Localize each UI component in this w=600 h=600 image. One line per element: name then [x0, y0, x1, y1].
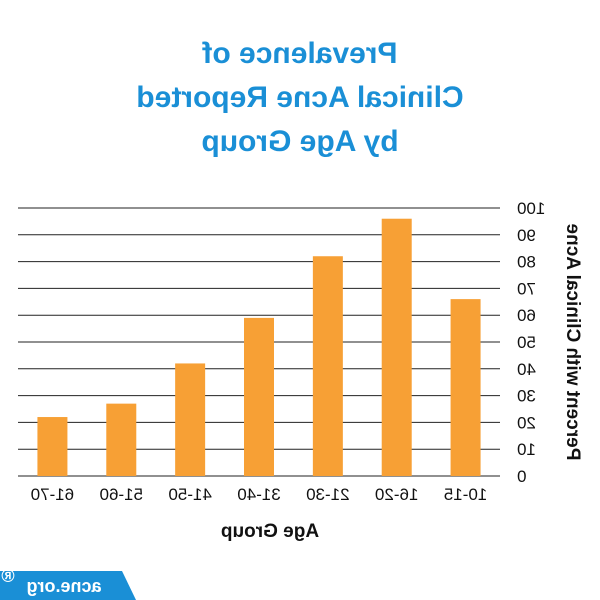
- title-line-2: Clinical Acne Reported: [136, 81, 463, 114]
- bar-51-60: [106, 403, 137, 476]
- x-tick-labels: 10-15 16-20 21-30 31-40 41-50 51-60 61-70: [31, 485, 488, 504]
- x-tick-label: 16-20: [375, 485, 418, 504]
- bar-16-20: [381, 218, 412, 476]
- x-tick-label: 21-30: [306, 485, 349, 504]
- y-tick-label: 50: [517, 333, 536, 352]
- bar-21-30: [312, 256, 343, 476]
- y-tick-label: 40: [517, 360, 536, 379]
- title-line-1: Prevalence of: [201, 37, 397, 70]
- logo-text: acne.org: [26, 576, 101, 596]
- y-tick-label: 60: [517, 306, 536, 325]
- x-tick-label: 10-15: [444, 485, 487, 504]
- logo-badge: [0, 571, 136, 600]
- x-tick-label: 51-60: [100, 485, 143, 504]
- chart-title: Prevalence of Clinical Acne Reported by …: [136, 37, 463, 158]
- y-tick-label: 20: [517, 413, 536, 432]
- bars: [37, 218, 481, 476]
- y-tick-label: 100: [517, 199, 545, 218]
- x-tick-label: 41-50: [168, 485, 211, 504]
- y-tick-labels: 0 10 20 30 40 50 60 70 80 90 100: [517, 199, 545, 486]
- x-axis-title: Age Group: [221, 521, 319, 542]
- logo-registered-mark: ®: [1, 566, 14, 586]
- y-tick-label: 90: [517, 226, 536, 245]
- y-tick-label: 70: [517, 279, 536, 298]
- y-tick-label: 10: [517, 440, 536, 459]
- x-tick-label: 31-40: [237, 485, 280, 504]
- title-line-3: by Age Group: [201, 125, 398, 158]
- y-tick-label: 0: [517, 467, 526, 486]
- y-tick-label: 80: [517, 253, 536, 272]
- y-tick-label: 30: [517, 387, 536, 406]
- bar-41-50: [175, 363, 206, 476]
- acne-org-logo: acne.org ®: [0, 566, 136, 600]
- bar-31-40: [244, 317, 274, 476]
- bar-61-70: [37, 417, 68, 476]
- bar-10-15: [450, 299, 481, 476]
- x-tick-label: 61-70: [31, 485, 74, 504]
- y-axis-title: Percent with Clinical Acne: [562, 224, 583, 461]
